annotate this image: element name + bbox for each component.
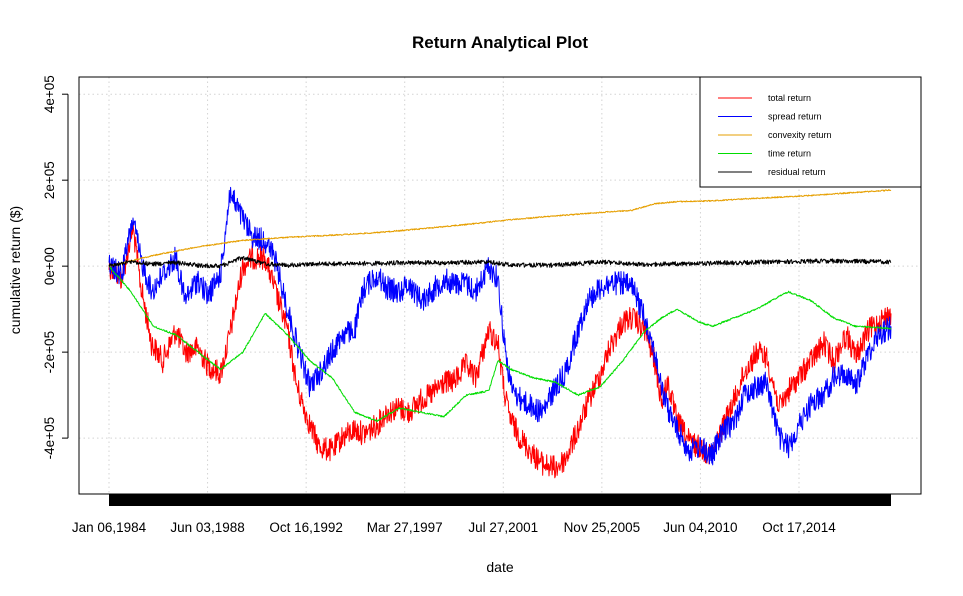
y-tick-label: -2e+05 (42, 331, 57, 373)
x-tick-label: Jul 27,2001 (468, 520, 538, 535)
x-tick-label: Jun 04,2010 (663, 520, 737, 535)
x-tick-label: Oct 16,1992 (269, 520, 343, 535)
y-tick-label: 4e+05 (42, 75, 57, 113)
x-tick-label: Jan 06,1984 (72, 520, 147, 535)
series-line-residual-return (108, 255, 892, 269)
legend: total return spread return convexity retur… (699, 76, 922, 188)
x-axis: Jan 06,1984 Jun 03,1988 Oct 16,1992 Mar 27,… (72, 494, 891, 535)
x-tick-label: Nov 25,2005 (564, 520, 641, 535)
legend-box (699, 76, 922, 188)
y-axis: -4e+05 -2e+05 0e+00 2e+05 4e+05 (42, 75, 69, 459)
legend-label: time return (768, 149, 811, 159)
x-tick-label: Oct 17,2014 (762, 520, 836, 535)
x-tick-label: Jun 03,1988 (170, 520, 244, 535)
x-axis-tick-band (109, 494, 891, 506)
x-tick-label: Mar 27,1997 (367, 520, 443, 535)
legend-label: total return (768, 93, 811, 103)
chart-title: Return Analytical Plot (412, 33, 588, 52)
y-tick-label: -4e+05 (42, 417, 57, 459)
legend-label: spread return (768, 112, 822, 122)
series-line-time-return (108, 265, 892, 423)
y-tick-label: 2e+05 (42, 161, 57, 199)
legend-label: convexity return (768, 130, 832, 140)
legend-label: residual return (768, 167, 826, 177)
series-lines (108, 186, 892, 479)
y-tick-label: 0e+00 (42, 247, 57, 285)
y-axis-label: cumulative return ($) (7, 206, 23, 334)
series-line-convexity-return (109, 189, 892, 267)
series-line-spread-return (108, 186, 892, 466)
x-axis-label: date (486, 559, 513, 575)
